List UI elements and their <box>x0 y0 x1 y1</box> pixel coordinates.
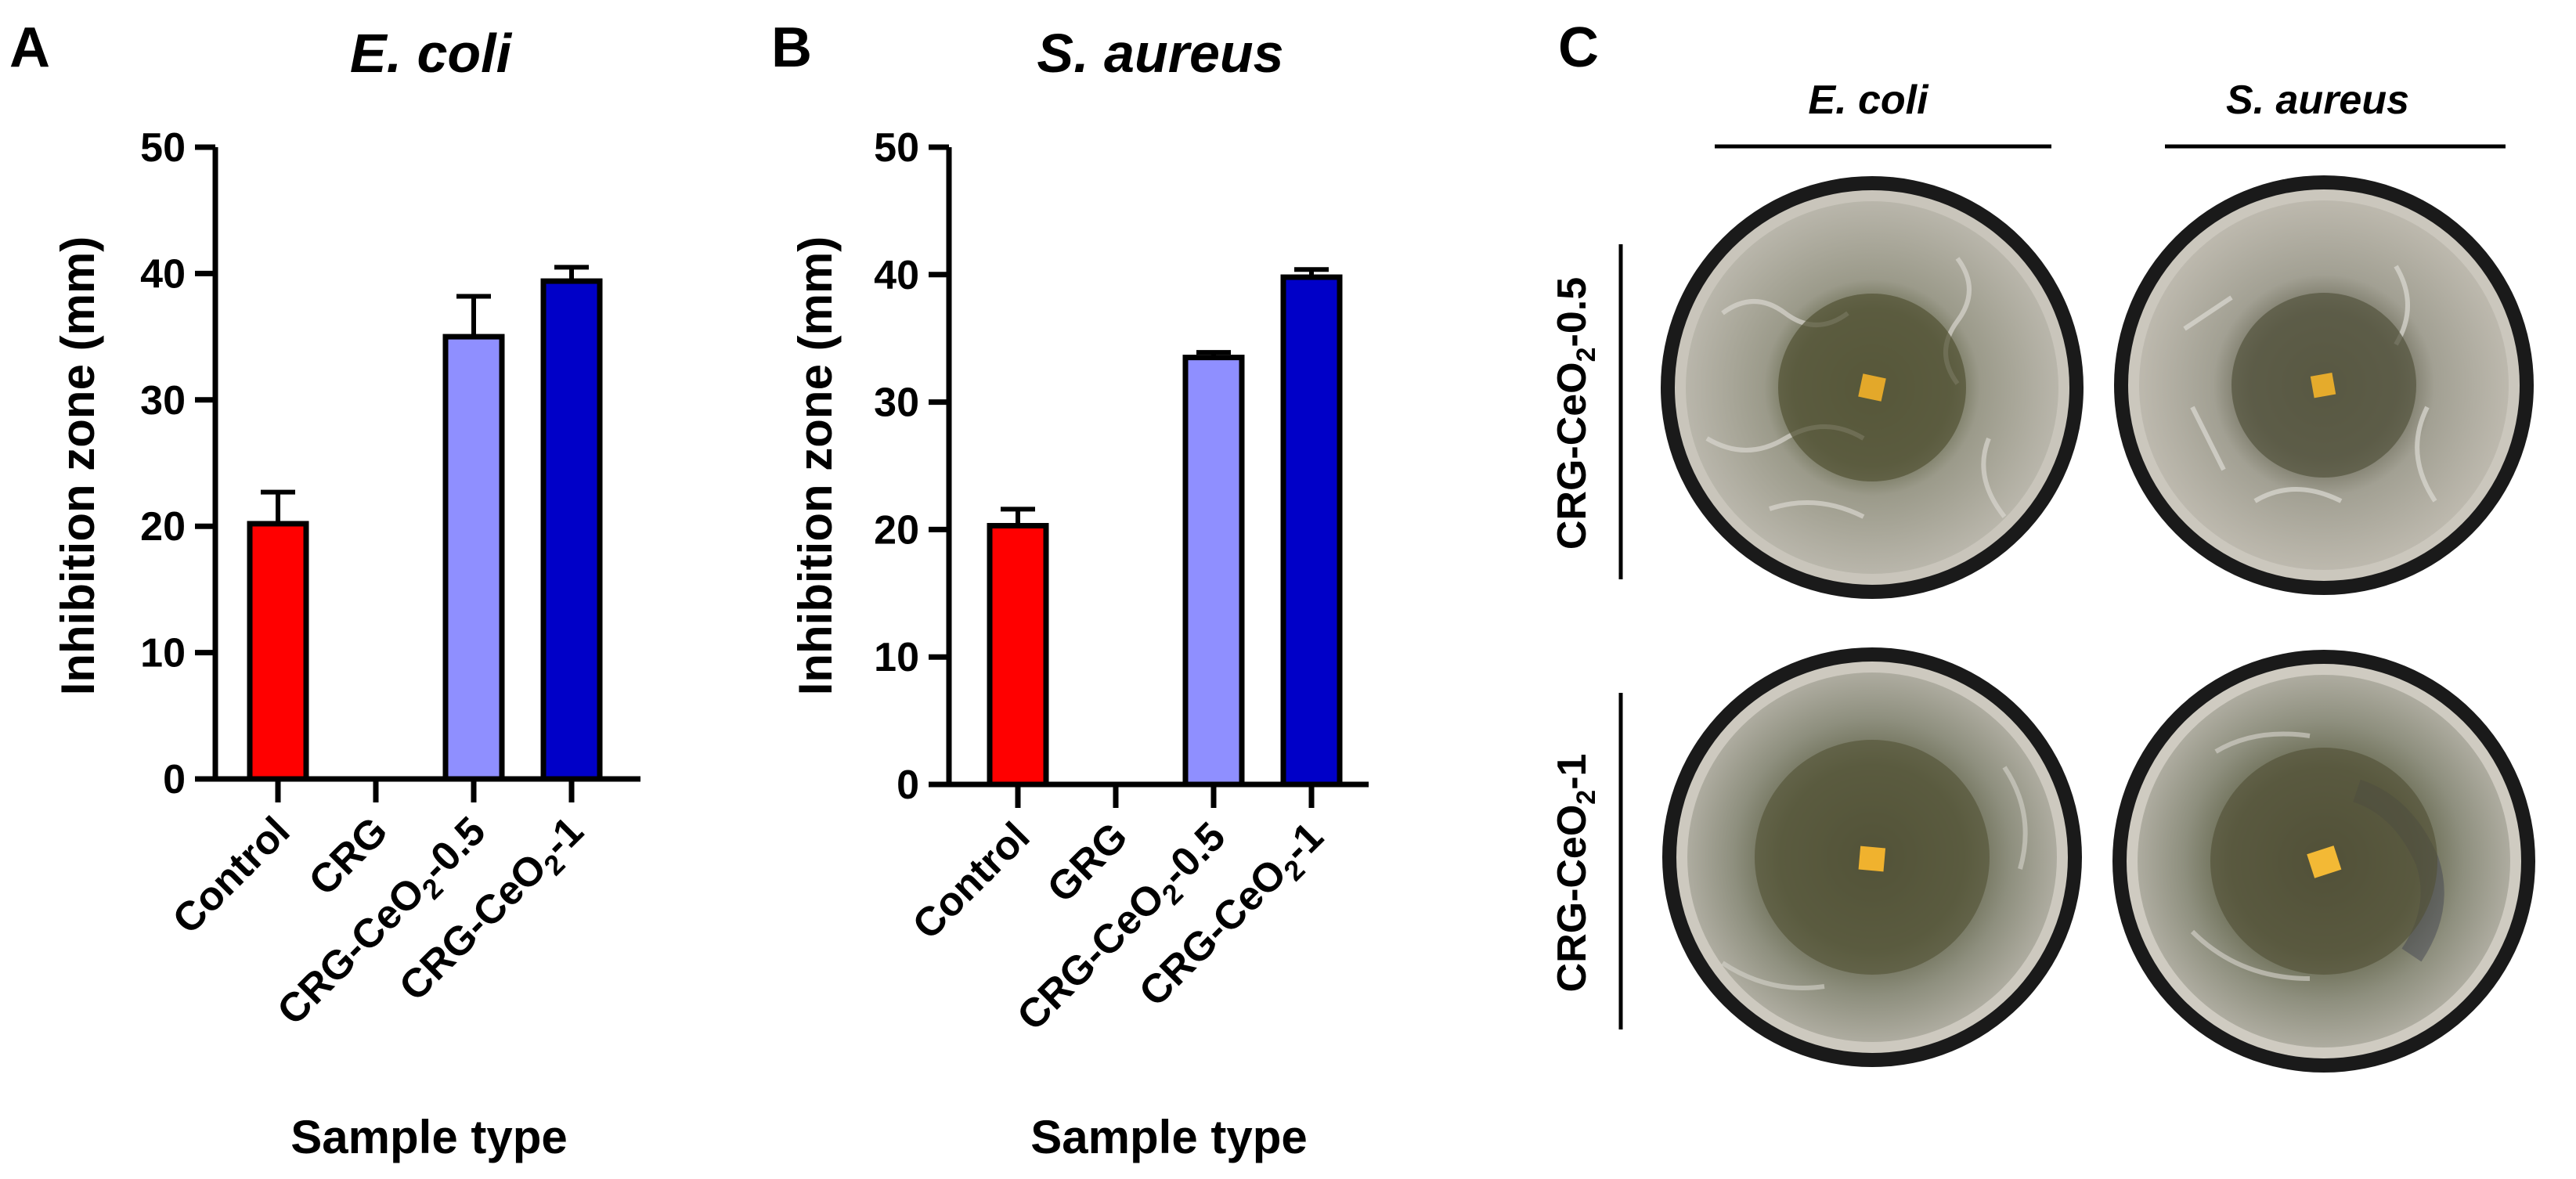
error-bar <box>456 294 491 337</box>
chart-title: E. coli <box>350 23 513 84</box>
bar <box>540 278 603 782</box>
panel-letter-b: B <box>771 16 812 79</box>
bar <box>442 334 505 782</box>
petri-dish-photo <box>1661 176 2084 599</box>
y-tick-label: 0 <box>163 757 186 802</box>
x-axis-title: Sample type <box>1030 1111 1307 1163</box>
row-header: CRG-CeO2-0.5 <box>1550 277 1601 550</box>
y-tick-label: 40 <box>140 251 186 297</box>
chart-title: S. aureus <box>1037 23 1283 84</box>
error-bar <box>1196 350 1231 358</box>
category-label: Control <box>164 808 299 943</box>
petri-dish-photo <box>2114 175 2534 595</box>
bar <box>1182 355 1245 788</box>
x-axis-title: Sample type <box>290 1111 567 1163</box>
petri-dish-panel: E. coli S. aureus CRG-CeO2-0.5 CRG-CeO2-… <box>1550 78 2535 1073</box>
y-tick-label: 10 <box>874 635 919 680</box>
y-tick-label: 10 <box>140 631 186 676</box>
category-label: Control <box>904 813 1039 948</box>
y-tick-label: 20 <box>140 504 186 550</box>
bar <box>247 521 309 782</box>
y-tick-label: 50 <box>140 125 186 171</box>
y-tick-label: 50 <box>874 125 919 171</box>
error-bar <box>261 489 295 524</box>
petri-dish-photo <box>2112 650 2535 1073</box>
chart-e-coli: E. coli Inhibition zone (mm) Sample type… <box>52 23 640 1163</box>
petri-dish-photo <box>1662 647 2082 1067</box>
row-header: CRG-CeO2-1 <box>1550 754 1601 993</box>
y-tick-label: 40 <box>874 253 919 298</box>
panel-letter-a: A <box>9 16 50 79</box>
panel-letter-c: C <box>1558 16 1599 79</box>
error-bar <box>1294 267 1329 278</box>
bar <box>987 523 1049 788</box>
y-axis-title: Inhibition zone (mm) <box>789 236 842 696</box>
column-header-s-aureus: S. aureus <box>2226 78 2409 123</box>
error-bar <box>554 265 589 282</box>
bar <box>1280 274 1343 788</box>
error-bar <box>1001 507 1035 526</box>
y-tick-label: 20 <box>874 507 919 553</box>
y-axis-title: Inhibition zone (mm) <box>52 236 104 696</box>
y-tick-label: 30 <box>140 378 186 424</box>
y-tick-label: 30 <box>874 380 919 426</box>
y-tick-label: 0 <box>897 763 919 808</box>
chart-s-aureus: S. aureus Inhibition zone (mm) Sample ty… <box>789 23 1369 1163</box>
column-header-e-coli: E. coli <box>1808 78 1929 123</box>
